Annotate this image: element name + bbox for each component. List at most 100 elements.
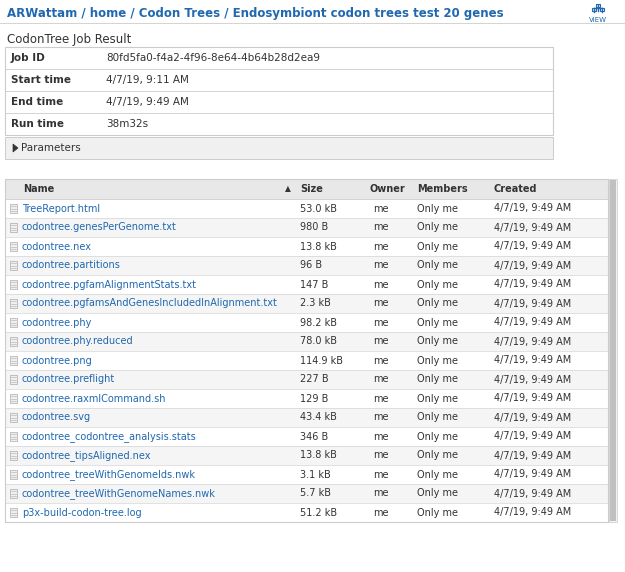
Text: 4/7/19, 9:49 AM: 4/7/19, 9:49 AM	[494, 241, 571, 252]
Text: 13.8 kB: 13.8 kB	[300, 451, 337, 460]
Text: TreeReport.html: TreeReport.html	[22, 204, 100, 213]
FancyBboxPatch shape	[10, 280, 17, 289]
FancyBboxPatch shape	[10, 432, 17, 441]
Text: codontree.pgfamAlignmentStats.txt: codontree.pgfamAlignmentStats.txt	[22, 280, 197, 289]
FancyBboxPatch shape	[10, 470, 17, 479]
Text: Only me: Only me	[417, 412, 458, 423]
Text: me: me	[373, 394, 389, 403]
Text: codontree.partitions: codontree.partitions	[22, 260, 121, 271]
Text: 4/7/19, 9:49 AM: 4/7/19, 9:49 AM	[494, 223, 571, 232]
Text: 4/7/19, 9:49 AM: 4/7/19, 9:49 AM	[494, 470, 571, 479]
Text: Only me: Only me	[417, 394, 458, 403]
Text: VIEW: VIEW	[589, 17, 607, 23]
Text: codontree.preflight: codontree.preflight	[22, 375, 115, 384]
Text: 4/7/19, 9:49 AM: 4/7/19, 9:49 AM	[494, 317, 571, 328]
FancyBboxPatch shape	[10, 394, 17, 403]
Text: 227 B: 227 B	[300, 375, 329, 384]
Text: 4/7/19, 9:49 AM: 4/7/19, 9:49 AM	[494, 507, 571, 518]
FancyBboxPatch shape	[10, 242, 17, 251]
FancyBboxPatch shape	[10, 375, 17, 384]
Text: ARWattam / home / Codon Trees / Endosymbiont codon trees test 20 genes: ARWattam / home / Codon Trees / Endosymb…	[7, 6, 504, 19]
Text: 4/7/19, 9:49 AM: 4/7/19, 9:49 AM	[494, 299, 571, 308]
Text: 38m32s: 38m32s	[106, 119, 148, 129]
Text: 3.1 kB: 3.1 kB	[300, 470, 331, 479]
Text: me: me	[373, 204, 389, 213]
FancyBboxPatch shape	[5, 351, 608, 370]
FancyBboxPatch shape	[5, 370, 608, 389]
Text: Only me: Only me	[417, 431, 458, 442]
Text: End time: End time	[11, 97, 63, 107]
Text: 4/7/19, 9:49 AM: 4/7/19, 9:49 AM	[494, 394, 571, 403]
Text: 5.7 kB: 5.7 kB	[300, 488, 331, 499]
Text: Start time: Start time	[11, 75, 71, 85]
Text: codontree.svg: codontree.svg	[22, 412, 91, 423]
Text: Only me: Only me	[417, 375, 458, 384]
Text: 98.2 kB: 98.2 kB	[300, 317, 337, 328]
FancyBboxPatch shape	[5, 446, 608, 465]
FancyBboxPatch shape	[609, 179, 617, 522]
FancyBboxPatch shape	[5, 137, 553, 159]
Text: Created: Created	[494, 184, 538, 194]
Text: Members: Members	[417, 184, 468, 194]
Text: Only me: Only me	[417, 488, 458, 499]
Text: me: me	[373, 375, 389, 384]
Text: Only me: Only me	[417, 280, 458, 289]
FancyBboxPatch shape	[5, 275, 608, 294]
FancyBboxPatch shape	[10, 318, 17, 327]
FancyBboxPatch shape	[5, 199, 608, 218]
FancyBboxPatch shape	[10, 223, 17, 232]
Text: 4/7/19, 9:49 AM: 4/7/19, 9:49 AM	[494, 451, 571, 460]
Text: codontree.phy.reduced: codontree.phy.reduced	[22, 336, 134, 347]
Text: me: me	[373, 280, 389, 289]
Text: Parameters: Parameters	[21, 143, 81, 153]
FancyBboxPatch shape	[10, 356, 17, 365]
Text: 346 B: 346 B	[300, 431, 328, 442]
Text: 4/7/19, 9:49 AM: 4/7/19, 9:49 AM	[494, 260, 571, 271]
FancyBboxPatch shape	[10, 337, 17, 346]
FancyBboxPatch shape	[5, 484, 608, 503]
FancyBboxPatch shape	[5, 503, 608, 522]
Text: Only me: Only me	[417, 336, 458, 347]
Text: Only me: Only me	[417, 299, 458, 308]
FancyBboxPatch shape	[5, 465, 608, 484]
Text: codontree_treeWithGenomeIds.nwk: codontree_treeWithGenomeIds.nwk	[22, 469, 196, 480]
Text: 80fd5fa0-f4a2-4f96-8e64-4b64b28d2ea9: 80fd5fa0-f4a2-4f96-8e64-4b64b28d2ea9	[106, 53, 320, 63]
Text: Run time: Run time	[11, 119, 64, 129]
Text: me: me	[373, 451, 389, 460]
Text: codontree.phy: codontree.phy	[22, 317, 92, 328]
Polygon shape	[13, 144, 18, 152]
Text: 4/7/19, 9:49 AM: 4/7/19, 9:49 AM	[494, 336, 571, 347]
Text: codontree.genesPerGenome.txt: codontree.genesPerGenome.txt	[22, 223, 177, 232]
Text: 4/7/19, 9:49 AM: 4/7/19, 9:49 AM	[494, 204, 571, 213]
Text: Job ID: Job ID	[11, 53, 46, 63]
FancyBboxPatch shape	[10, 413, 17, 422]
FancyBboxPatch shape	[10, 489, 17, 498]
Text: 114.9 kB: 114.9 kB	[300, 356, 343, 366]
Text: p3x-build-codon-tree.log: p3x-build-codon-tree.log	[22, 507, 142, 518]
Text: 4/7/19, 9:11 AM: 4/7/19, 9:11 AM	[106, 75, 189, 85]
Text: 96 B: 96 B	[300, 260, 322, 271]
FancyBboxPatch shape	[5, 218, 608, 237]
Text: Only me: Only me	[417, 260, 458, 271]
Text: me: me	[373, 507, 389, 518]
Text: Owner: Owner	[370, 184, 406, 194]
Text: Only me: Only me	[417, 451, 458, 460]
Text: Only me: Only me	[417, 507, 458, 518]
Text: me: me	[373, 356, 389, 366]
Text: me: me	[373, 223, 389, 232]
Text: Only me: Only me	[417, 241, 458, 252]
FancyBboxPatch shape	[5, 427, 608, 446]
Text: me: me	[373, 260, 389, 271]
FancyBboxPatch shape	[10, 204, 17, 213]
FancyBboxPatch shape	[5, 179, 608, 199]
Text: 129 B: 129 B	[300, 394, 328, 403]
FancyBboxPatch shape	[610, 180, 616, 521]
Text: me: me	[373, 241, 389, 252]
Text: Size: Size	[300, 184, 323, 194]
FancyBboxPatch shape	[5, 47, 553, 135]
Text: me: me	[373, 317, 389, 328]
Text: me: me	[373, 412, 389, 423]
Text: Name: Name	[23, 184, 54, 194]
Text: Only me: Only me	[417, 356, 458, 366]
Text: Only me: Only me	[417, 470, 458, 479]
